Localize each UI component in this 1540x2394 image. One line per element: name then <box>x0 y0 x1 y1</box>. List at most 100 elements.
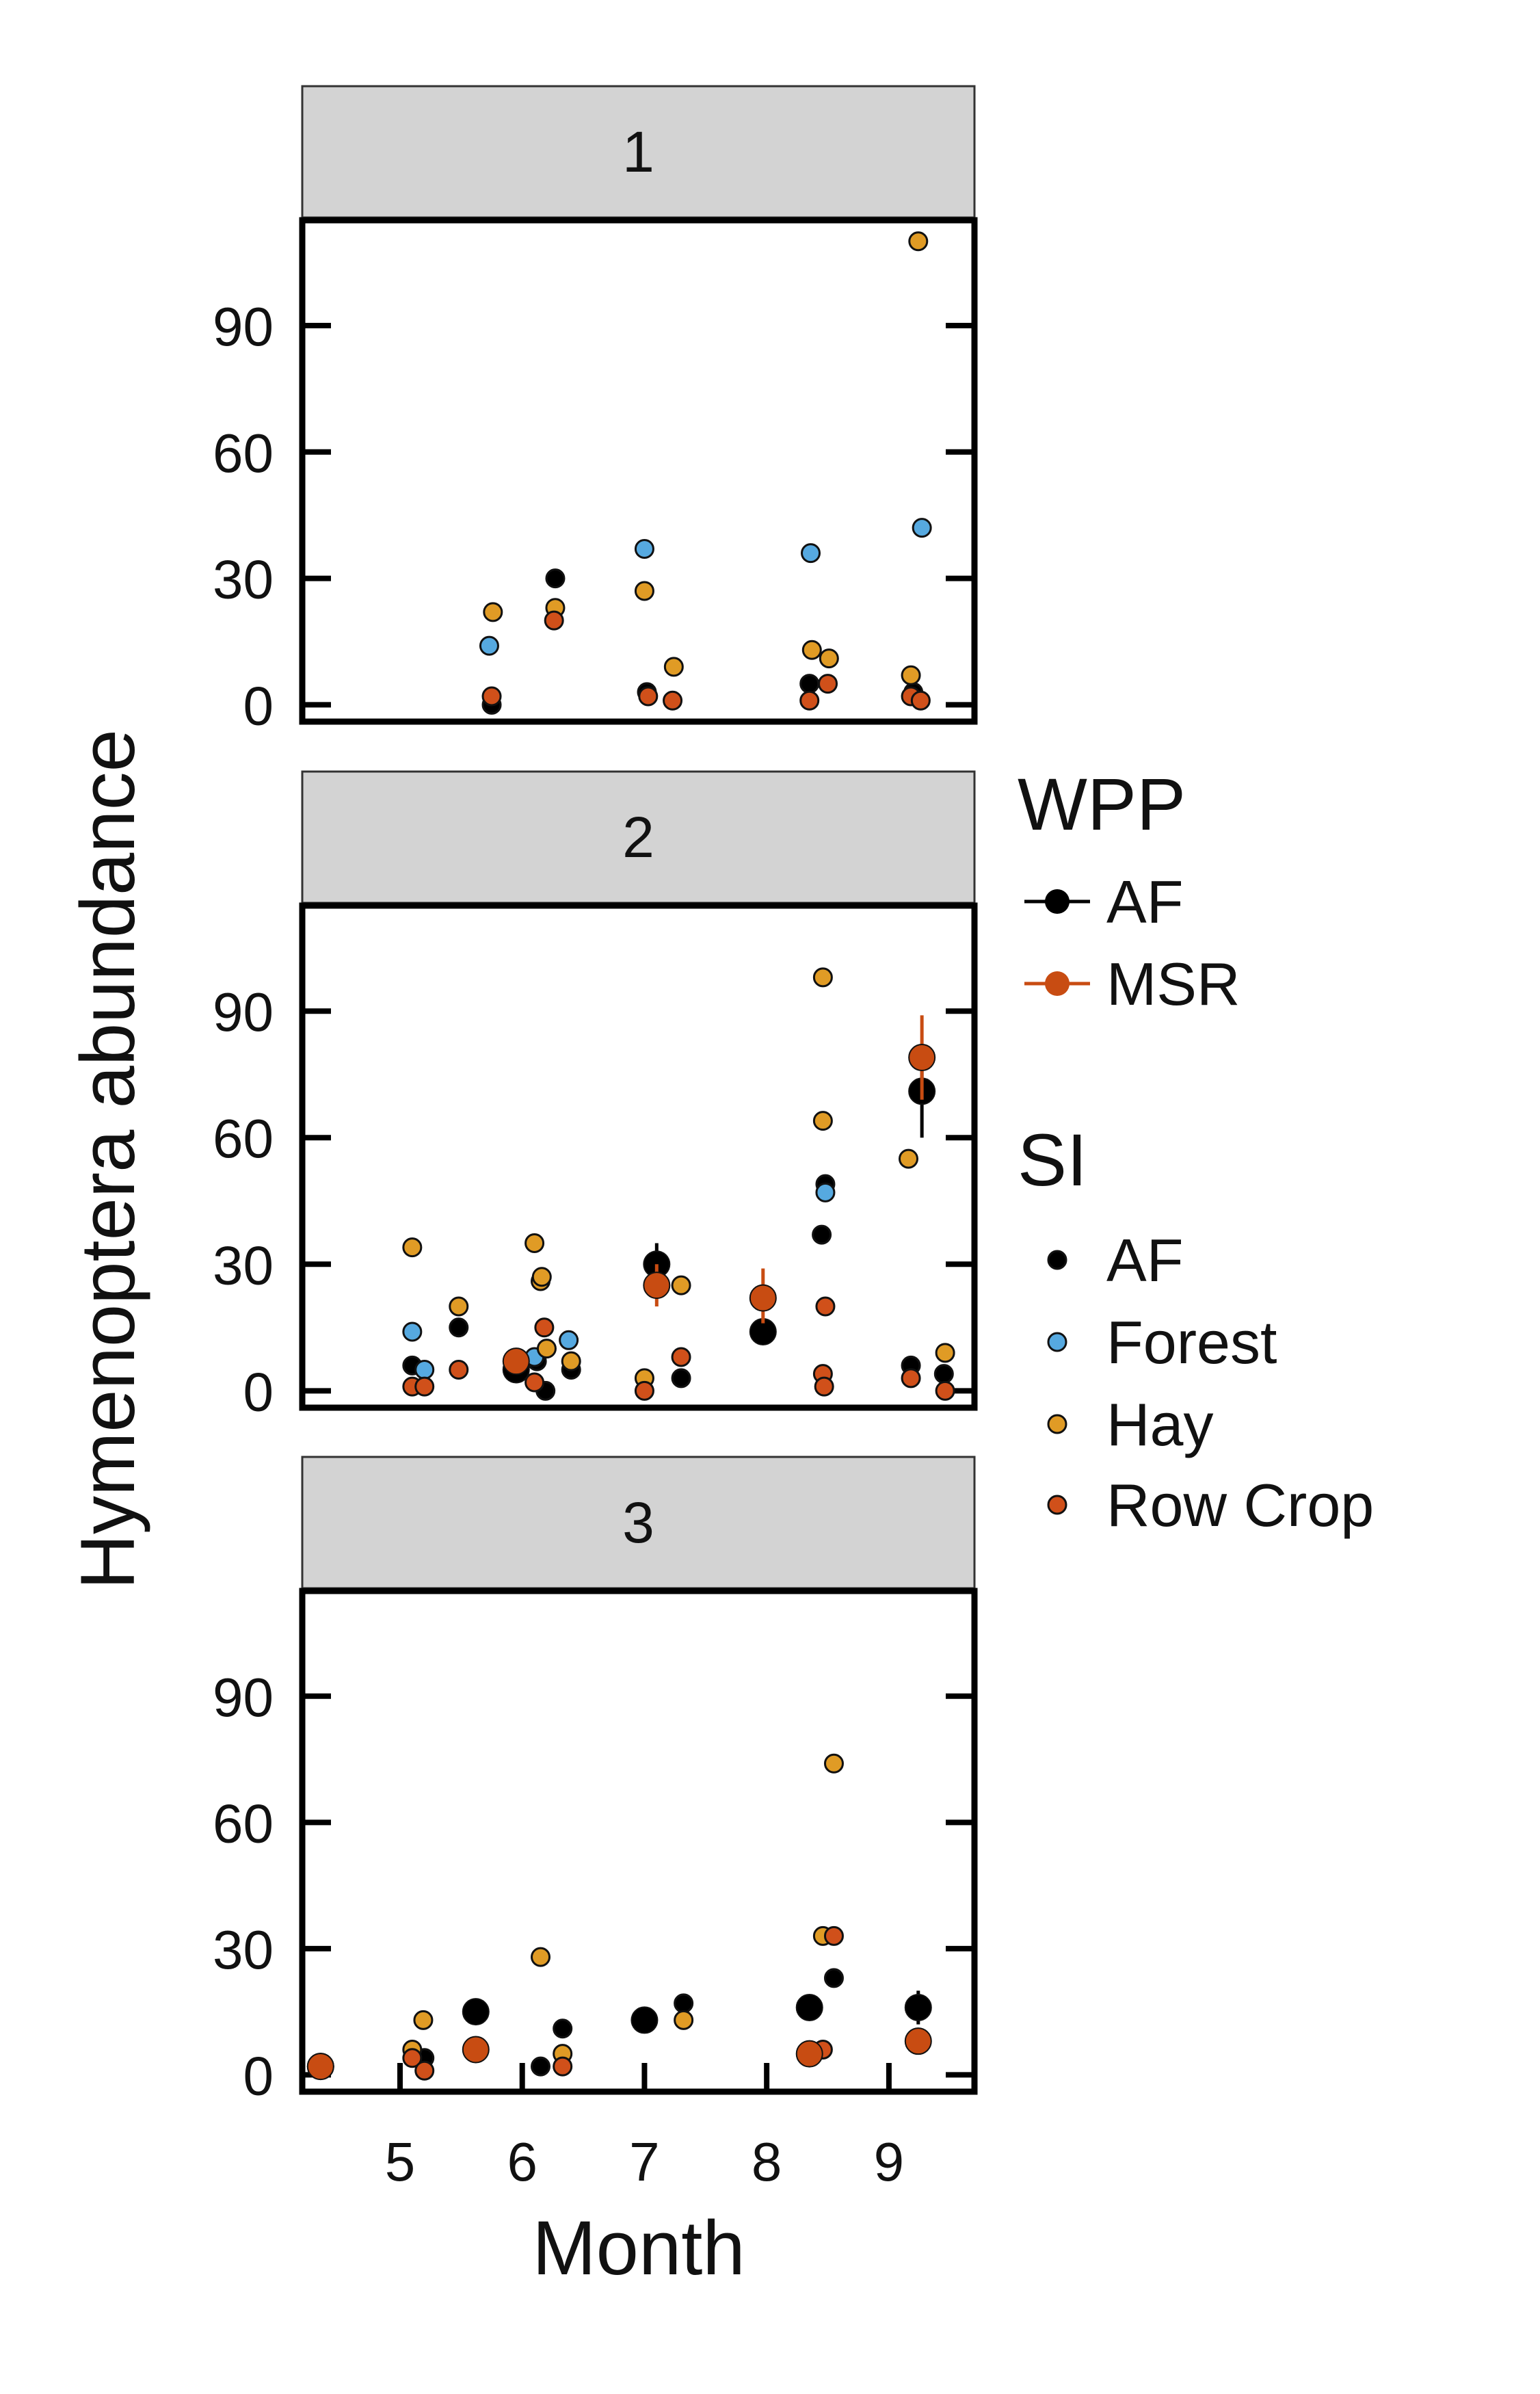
y-tick-label: 0 <box>243 1361 274 1422</box>
si-point <box>634 538 654 559</box>
x-tick-label: 7 <box>629 2131 660 2192</box>
si-point <box>671 1347 691 1367</box>
y-tick-label: 30 <box>213 1235 274 1295</box>
legend-wpp-item-msr: MSR <box>1024 950 1240 1018</box>
si-point <box>414 1359 435 1380</box>
si-point <box>545 568 566 589</box>
si-point <box>449 1317 469 1338</box>
si-point <box>818 674 838 694</box>
si-point <box>823 1925 844 1946</box>
y-tick-label: 90 <box>213 296 274 357</box>
panel-frame <box>299 902 978 1411</box>
si-point <box>812 1111 833 1131</box>
si-point <box>553 2018 573 2039</box>
y-tick-label: 60 <box>213 423 274 484</box>
si-point <box>823 1968 844 1988</box>
legend-si-hay-marker <box>1047 1414 1067 1434</box>
si-point <box>812 1224 832 1245</box>
legend-si-af-label: AF <box>1106 1226 1183 1294</box>
facet-strip <box>301 770 976 904</box>
si-point <box>815 1182 836 1202</box>
si-point <box>933 1364 954 1384</box>
si-point <box>531 1947 551 1967</box>
si-point <box>935 1380 955 1401</box>
y-tick-label: 0 <box>243 2045 274 2106</box>
legend-si-forest-label: Forest <box>1106 1308 1277 1376</box>
y-tick-label: 90 <box>213 1667 274 1728</box>
si-point <box>634 1380 654 1401</box>
facet-panel-2: 2 0 30 60 90 <box>213 770 978 1422</box>
si-point <box>814 1376 834 1397</box>
si-point <box>663 657 684 677</box>
si-point <box>553 2056 573 2077</box>
legend-wpp-af-label: AF <box>1106 868 1183 936</box>
si-point <box>414 1376 435 1397</box>
legend-wpp-title: WPP <box>1018 763 1186 845</box>
si-point <box>908 231 929 252</box>
legend-si-row-crop-marker <box>1047 1495 1067 1515</box>
legend-si-row-crop-label: Row Crop <box>1106 1471 1374 1539</box>
si-point <box>479 635 499 656</box>
wpp-mean-point <box>306 2053 334 2081</box>
x-axis-title: Month <box>532 2205 745 2291</box>
si-point <box>815 1296 836 1317</box>
facet-strip-label: 1 <box>622 120 654 184</box>
si-point <box>525 1372 545 1393</box>
si-point <box>402 1321 423 1342</box>
si-point <box>671 1368 691 1389</box>
wpp-mean-point <box>904 1993 932 2021</box>
si-point <box>801 543 821 564</box>
si-point <box>663 690 683 711</box>
legend-wpp-item-af: AF <box>1024 868 1183 936</box>
y-tick-label: 60 <box>213 1108 274 1169</box>
legend-si-item-hay: Hay <box>1047 1391 1214 1458</box>
si-point <box>801 640 822 660</box>
si-point <box>799 674 820 694</box>
si-point <box>536 1339 557 1359</box>
si-point <box>901 665 921 685</box>
wpp-mean-point <box>749 1284 777 1312</box>
si-point <box>638 686 659 707</box>
si-point <box>525 1233 545 1253</box>
legend-wpp-af-marker <box>1045 889 1070 914</box>
si-point <box>483 602 503 622</box>
panel-frame <box>299 1588 978 2095</box>
y-axis-title: Hymenoptera abundance <box>65 729 150 1590</box>
facet-strip <box>301 85 976 219</box>
legend-wpp-msr-marker <box>1045 971 1070 996</box>
facet-panel-1: 1 0 30 60 90 <box>213 85 978 736</box>
wpp-mean-point <box>908 1044 936 1072</box>
legend-si-hay-label: Hay <box>1106 1391 1214 1458</box>
x-tick-label: 8 <box>752 2131 782 2192</box>
si-point <box>898 1148 918 1169</box>
si-point <box>402 1237 423 1258</box>
x-tick-label: 6 <box>507 2131 537 2192</box>
legend-si-item-row-crop: Row Crop <box>1047 1471 1374 1539</box>
x-tick-label: 5 <box>385 2131 416 2192</box>
si-point <box>561 1351 581 1371</box>
si-point <box>449 1296 469 1317</box>
si-point <box>901 1368 921 1389</box>
facet-strip <box>301 1456 976 1590</box>
wpp-mean-point <box>795 2040 823 2068</box>
si-point <box>935 1343 955 1363</box>
si-point <box>531 1267 552 1287</box>
si-point <box>674 1993 694 2014</box>
si-point <box>413 2010 434 2030</box>
legend: WPP AF MSR SI AF Forest Hay Row Crop <box>1018 763 1374 1539</box>
panel-frame <box>299 217 978 725</box>
si-point <box>634 581 654 601</box>
y-tick-label: 0 <box>243 675 274 736</box>
si-point <box>481 686 502 707</box>
facet-strip-label: 3 <box>622 1490 654 1555</box>
si-point <box>544 610 564 631</box>
si-point <box>534 1317 555 1338</box>
wpp-mean-point <box>643 1272 671 1300</box>
si-point <box>402 2048 423 2068</box>
si-point <box>559 1330 579 1350</box>
legend-wpp-msr-label: MSR <box>1106 950 1240 1018</box>
facet-strip-label: 2 <box>622 805 654 869</box>
si-point <box>671 1275 691 1295</box>
